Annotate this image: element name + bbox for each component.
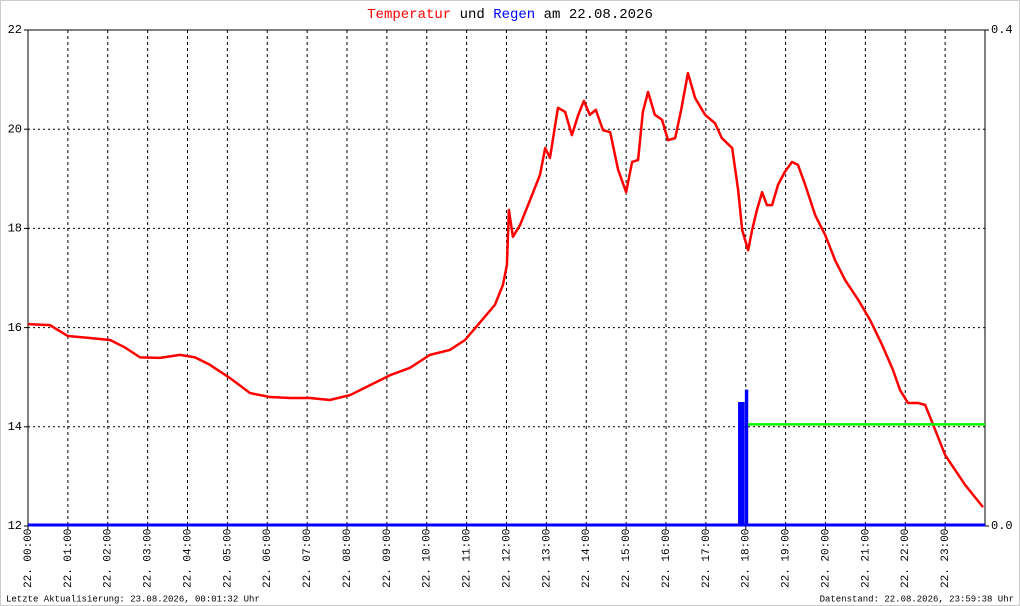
x-tick-label: 22. 07:00 xyxy=(302,529,314,588)
rain-bar xyxy=(744,389,749,526)
y-tick-label: 14 xyxy=(8,420,22,434)
y-tick-label: 20 xyxy=(8,122,22,136)
x-tick-label: 22. 05:00 xyxy=(222,529,234,588)
x-tick-label: 22. 11:00 xyxy=(462,529,474,588)
x-tick-label: 22. 21:00 xyxy=(860,529,872,588)
chart-title: Temperatur und Regen am 22.08.2026 xyxy=(367,7,653,23)
series-line xyxy=(27,71,984,508)
x-tick-label: 22. 03:00 xyxy=(143,529,155,588)
x-tick-label: 22. 16:00 xyxy=(661,529,673,588)
x-tick-label: 22. 13:00 xyxy=(541,529,553,588)
y-tick-label: 12 xyxy=(8,519,22,533)
x-tick-label: 22. 14:00 xyxy=(581,529,593,588)
title-temperature: Temperatur xyxy=(367,7,451,23)
y-tick-label: 22 xyxy=(8,23,22,37)
x-tick-label: 22. 01:00 xyxy=(63,529,75,588)
x-tick-label: 22. 02:00 xyxy=(103,529,115,588)
rain-bar xyxy=(738,402,742,526)
x-tick-label: 22. 00:00 xyxy=(23,529,35,588)
x-tick-label: 22. 22:00 xyxy=(900,529,912,588)
x-tick-label: 22. 08:00 xyxy=(342,529,354,588)
y-tick-label: 18 xyxy=(8,222,22,236)
title-rain: Regen xyxy=(493,7,535,23)
y2-tick-label: 0.0 xyxy=(991,519,1013,533)
x-tick-label: 22. 04:00 xyxy=(182,529,194,588)
footer-right: Datenstand: 22.08.2026, 23:59:38 Uhr xyxy=(820,594,1014,604)
x-tick-label: 22. 18:00 xyxy=(741,529,753,588)
x-tick-label: 22. 15:00 xyxy=(621,529,633,588)
y2-tick-label: 0.4 xyxy=(991,23,1013,37)
x-tick-label: 22. 10:00 xyxy=(422,529,434,588)
y-tick-label: 16 xyxy=(8,321,22,335)
footer-left: Letzte Aktualisierung: 23.08.2026, 00:01… xyxy=(6,594,260,604)
rain-bar xyxy=(741,402,745,526)
title-joiner: und xyxy=(460,7,485,23)
title-date: am 22.08.2026 xyxy=(544,7,653,23)
x-tick-label: 22. 06:00 xyxy=(262,529,274,588)
x-tick-label: 22. 20:00 xyxy=(820,529,832,588)
x-tick-label: 22. 09:00 xyxy=(382,529,394,588)
x-tick-label: 22. 19:00 xyxy=(781,529,793,588)
x-tick-label: 22. 23:00 xyxy=(940,529,952,588)
x-tick-label: 22. 17:00 xyxy=(701,529,713,588)
x-tick-label: 22. 12:00 xyxy=(501,529,513,588)
